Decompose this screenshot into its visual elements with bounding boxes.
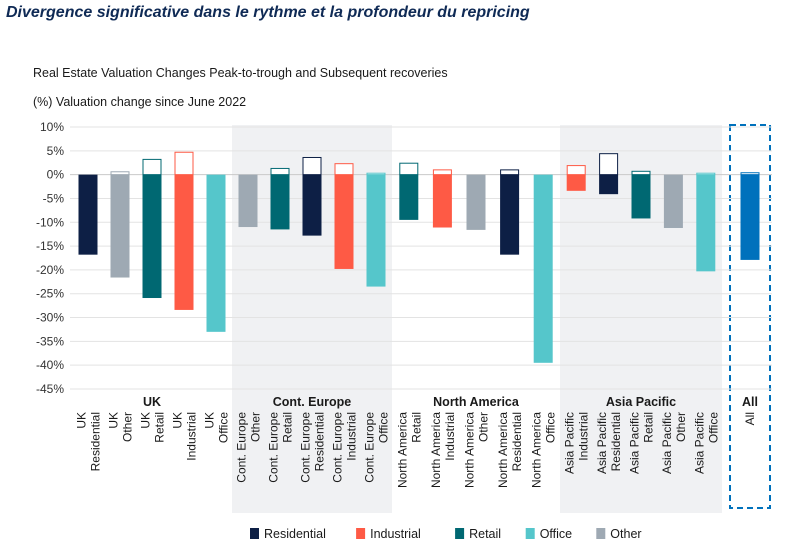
bar-north-america-residential <box>500 174 520 255</box>
bar-asia-pacific-retail-recovery <box>631 170 651 176</box>
bar-asia-pacific-residential-recovery <box>599 153 619 176</box>
legend-label-residential: Residential <box>264 527 326 541</box>
bar-north-america-other <box>466 174 486 230</box>
group-label-uk: UK <box>143 395 161 409</box>
x-tick-label-north-america-industrial: North AmericaIndustrial <box>429 412 457 488</box>
x-tick-label-asia-pacific-other: Asia PacificOther <box>660 412 688 474</box>
legend-label-industrial: Industrial <box>370 527 421 541</box>
group-label-north-america: North America <box>433 395 520 409</box>
chart-title: Real Estate Valuation Changes Peak-to-tr… <box>33 66 448 80</box>
x-tick-label-uk-industrial: UKIndustrial <box>171 412 199 461</box>
y-tick-label: -40% <box>36 358 64 372</box>
x-tick-label-uk-office: UKOffice <box>203 412 231 443</box>
x-tick-label-asia-pacific-retail: Asia PacificRetail <box>628 412 656 474</box>
y-tick-label: -35% <box>36 334 64 348</box>
y-tick-label: -10% <box>36 215 64 229</box>
bar-north-america-industrial <box>432 174 452 228</box>
x-tick-label-cont-europe-retail: Cont. EuropeRetail <box>267 412 295 483</box>
x-tick-label-north-america-retail: North AmericaRetail <box>395 412 423 488</box>
bar-cont-europe-retail-recovery <box>270 167 290 176</box>
bar-north-america-industrial-recovery <box>432 169 452 176</box>
x-tick-label-cont-europe-industrial: Cont. EuropeIndustrial <box>331 412 359 483</box>
legend-label-retail: Retail <box>469 527 501 541</box>
bars <box>78 151 760 363</box>
group-label-cont-europe: Cont. Europe <box>273 395 352 409</box>
legend-swatch-other <box>596 528 606 539</box>
bar-north-america-retail-recovery <box>399 162 419 176</box>
bar-uk-industrial-recovery <box>174 151 194 176</box>
x-tick-label-asia-pacific-residential: Asia PacificResidential <box>595 412 623 474</box>
x-tick-label-north-america-other: North AmericaOther <box>463 412 491 488</box>
y-tick-label: -5% <box>43 191 65 205</box>
x-tick-label-all: All <box>743 412 757 425</box>
x-tick-label-cont-europe-other: Cont. EuropeOther <box>235 412 263 483</box>
group-frame-all <box>729 124 771 509</box>
bar-cont-europe-office <box>366 174 386 287</box>
y-tick-label: 10% <box>40 120 64 134</box>
bar-uk-other-recovery <box>110 171 130 176</box>
group-label-asia-pacific: Asia Pacific <box>606 395 676 409</box>
bar-uk-industrial <box>174 174 194 310</box>
y-tick-label: -25% <box>36 287 64 301</box>
group-label-all: All <box>742 395 758 409</box>
y-axis-label: (%) Valuation change since June 2022 <box>33 95 247 109</box>
bar-uk-retail-recovery <box>142 158 162 176</box>
bar-all-recovery <box>740 172 760 176</box>
bar-north-america-residential-recovery <box>500 169 520 176</box>
labels: 10% 5% 0% -5% -10% -15% -20% -25% -30% -35% -40% -4… <box>36 120 758 541</box>
bar-cont-europe-residential-recovery <box>302 156 322 176</box>
x-tick-label-asia-pacific-office: Asia PacificOffice <box>692 412 720 474</box>
bar-uk-retail <box>142 174 162 299</box>
bar-cont-europe-office-recovery <box>366 172 386 176</box>
bar-cont-europe-residential <box>302 174 322 236</box>
legend-swatch-residential <box>250 528 259 539</box>
bar-cont-europe-industrial <box>334 174 354 269</box>
y-tick-label: -45% <box>36 382 64 396</box>
bar-uk-residential <box>78 174 98 255</box>
legend-swatch-retail <box>455 528 465 539</box>
bar-uk-office <box>206 174 226 332</box>
bar-uk-other <box>110 174 130 278</box>
x-tick-label-north-america-office: North AmericaOffice <box>530 412 558 488</box>
bar-all <box>740 174 760 260</box>
bar-asia-pacific-office-recovery <box>696 172 716 176</box>
page-title: Divergence significative dans le rythme … <box>6 4 530 21</box>
legend-label-office: Office <box>540 527 572 541</box>
y-tick-label: -20% <box>36 263 64 277</box>
bar-cont-europe-retail <box>270 174 290 230</box>
y-tick-label: -15% <box>36 239 64 253</box>
legend-swatch-office <box>525 528 535 539</box>
bar-asia-pacific-office <box>696 174 716 272</box>
legend-label-other: Other <box>610 527 641 541</box>
x-tick-label-uk-retail: UKRetail <box>139 412 167 443</box>
y-tick-label: 5% <box>47 144 65 158</box>
x-tick-label-cont-europe-residential: Cont. EuropeResidential <box>299 412 327 483</box>
bar-asia-pacific-industrial <box>566 174 586 191</box>
bar-north-america-retail <box>399 174 419 220</box>
x-tick-label-uk-residential: UKResidential <box>75 412 103 471</box>
bar-asia-pacific-residential <box>599 174 619 195</box>
x-tick-label-asia-pacific-industrial: Asia PacificIndustrial <box>563 412 591 474</box>
bar-cont-europe-other <box>238 174 258 228</box>
y-tick-label: -30% <box>36 311 64 325</box>
x-tick-label-cont-europe-office: Cont. EuropeOffice <box>363 412 391 483</box>
bar-cont-europe-industrial-recovery <box>334 163 354 176</box>
x-tick-label-north-america-residential: North AmericaResidential <box>496 412 524 488</box>
bar-north-america-office <box>533 174 553 363</box>
bar-asia-pacific-other <box>663 174 683 228</box>
y-tick-label: 0% <box>47 168 65 182</box>
x-tick-label-uk-other: UKOther <box>107 412 135 442</box>
bar-asia-pacific-retail <box>631 174 651 219</box>
bar-asia-pacific-industrial-recovery <box>566 165 586 176</box>
legend-swatch-industrial <box>356 528 366 539</box>
